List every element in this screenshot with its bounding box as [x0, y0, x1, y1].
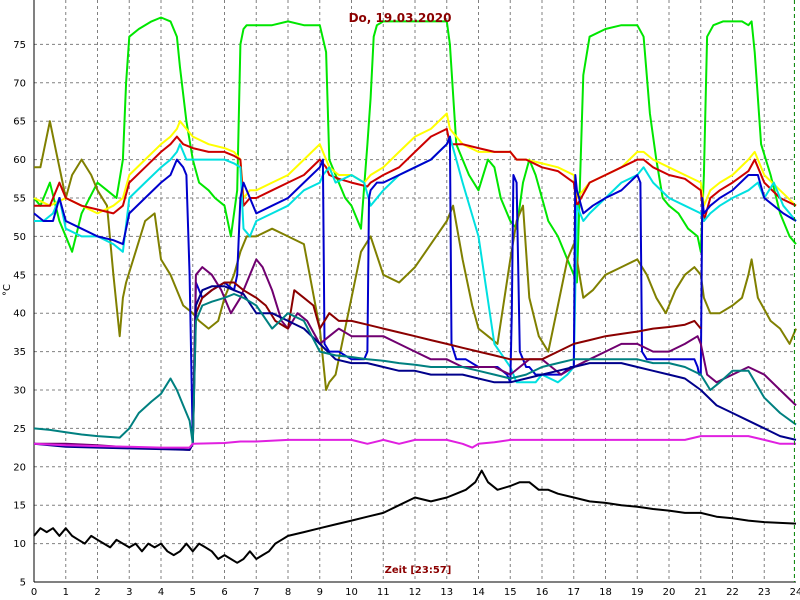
y-tick-label: 70 [13, 78, 26, 89]
y-tick-label: 65 [13, 117, 26, 128]
series-line-8 [188, 281, 702, 449]
y-tick-label: 45 [13, 270, 26, 281]
series-line-12 [33, 469, 797, 564]
x-tick-label: 4 [158, 587, 164, 598]
series-line-6 [33, 135, 797, 445]
series-group [33, 16, 797, 564]
x-tick-label: 10 [345, 587, 358, 598]
x-axis-label: Zeit [23:57] [385, 565, 452, 576]
x-tick-label: 12 [409, 587, 422, 598]
series-line-4 [34, 127, 797, 222]
y-tick-label: 50 [13, 232, 26, 243]
x-tick-label: 0 [31, 587, 37, 598]
chart-title: Do, 19.03.2020 [349, 11, 452, 25]
x-tick-label: 20 [663, 587, 676, 598]
x-tick-label: 19 [631, 587, 644, 598]
tick-labels: 0 1 2 3 4 5 6 7 8 9 10 11 12 13 14 15 16 17 18 19 20 21 22 23 24… [13, 40, 800, 598]
series-line-11 [33, 435, 796, 449]
x-tick-label: 14 [472, 587, 485, 598]
y-tick-label: 55 [13, 194, 26, 205]
y-tick-label: 25 [13, 424, 26, 435]
y-tick-label: 60 [13, 155, 26, 166]
y-tick-label: 30 [13, 386, 26, 397]
series-line-10 [33, 293, 797, 445]
y-axis-label: °C [2, 284, 13, 296]
x-tick-label: 6 [221, 587, 227, 598]
series-line-2 [34, 120, 797, 391]
x-tick-label: 18 [599, 587, 612, 598]
x-tick-label: 15 [504, 587, 517, 598]
y-tick-label: 15 [13, 501, 26, 512]
x-tick-label: 7 [253, 587, 259, 598]
x-tick-label: 16 [536, 587, 549, 598]
x-tick-label: 11 [377, 587, 390, 598]
x-tick-label: 13 [440, 587, 453, 598]
x-tick-label: 24 [790, 587, 800, 598]
y-tick-label: 75 [13, 40, 26, 51]
x-tick-label: 8 [285, 587, 291, 598]
x-tick-label: 1 [63, 587, 69, 598]
y-tick-label: 5 [20, 578, 26, 589]
x-tick-label: 2 [94, 587, 100, 598]
x-tick-label: 5 [190, 587, 196, 598]
y-tick-label: 20 [13, 462, 26, 473]
series-line-1 [33, 16, 797, 284]
x-tick-label: 9 [317, 587, 323, 598]
y-tick-label: 10 [13, 539, 26, 550]
y-tick-label: 40 [13, 309, 26, 320]
x-tick-label: 22 [726, 587, 739, 598]
x-tick-label: 17 [567, 587, 580, 598]
series-line-3 [33, 112, 797, 215]
axes [33, 0, 796, 583]
x-tick-label: 3 [126, 587, 132, 598]
x-tick-label: 21 [694, 587, 707, 598]
series-line-9 [33, 285, 797, 451]
x-tick-label: 23 [758, 587, 771, 598]
y-tick-label: 35 [13, 347, 26, 358]
